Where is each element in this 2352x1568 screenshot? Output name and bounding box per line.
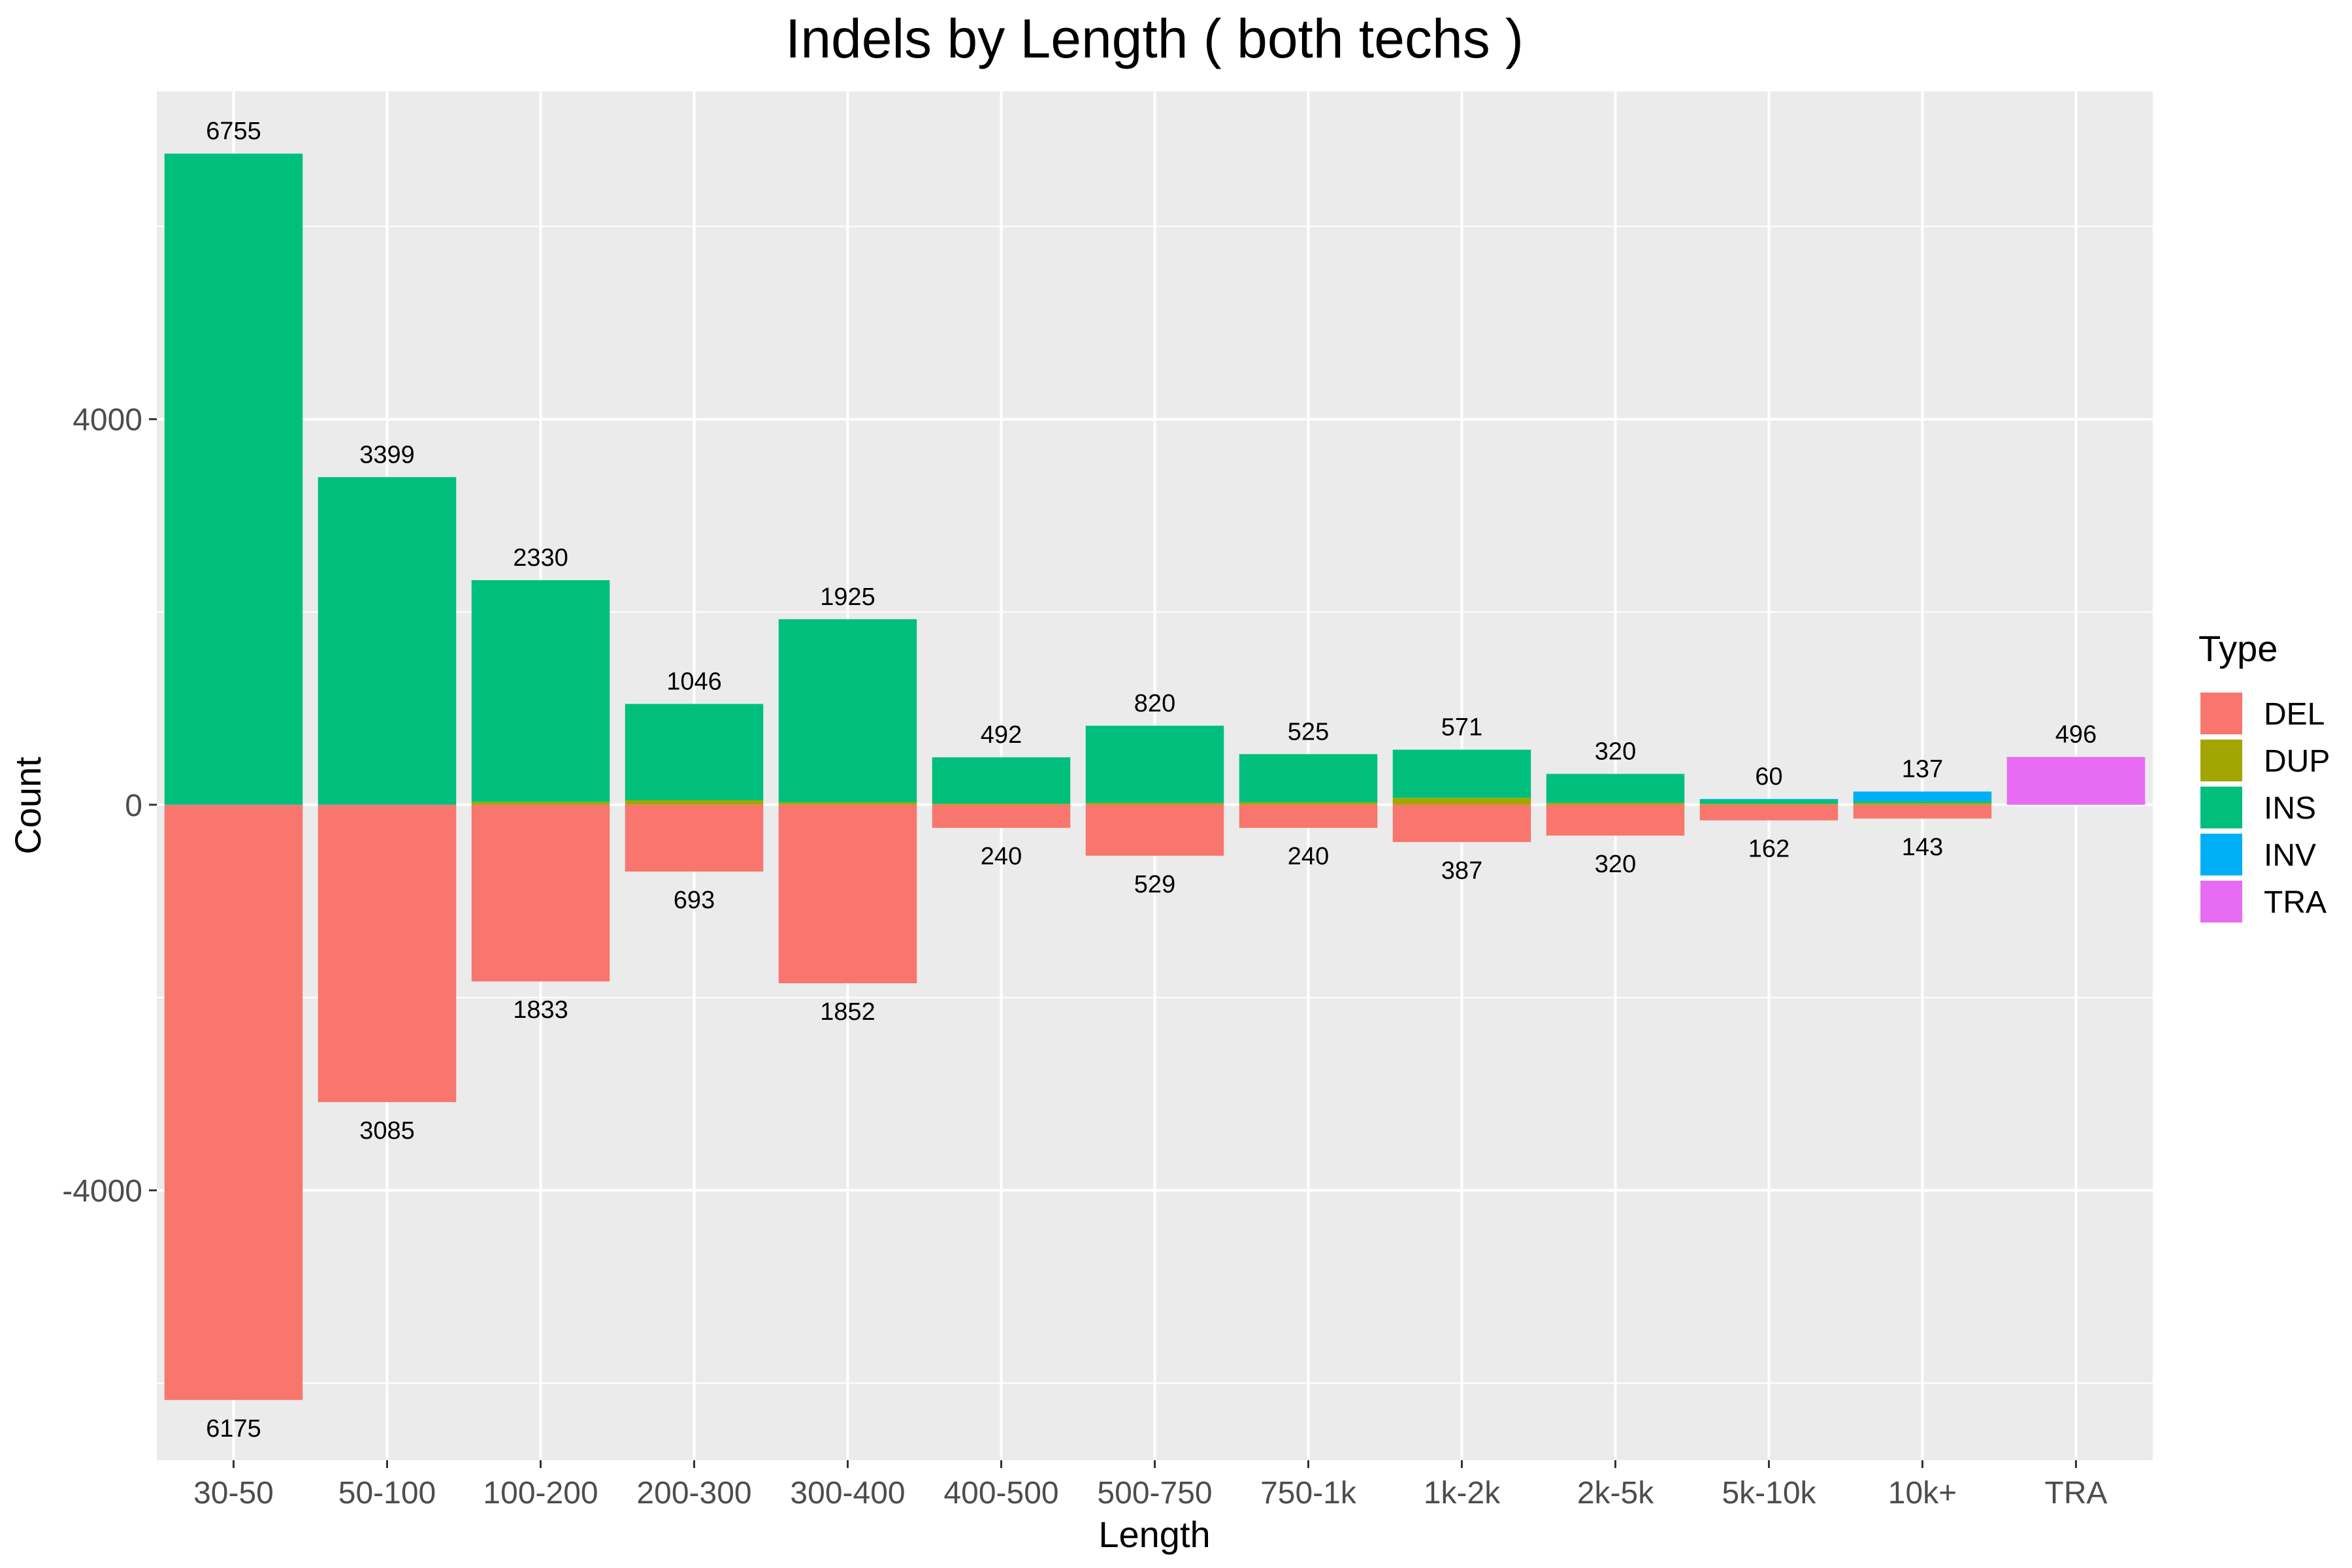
bar-del	[625, 804, 764, 872]
legend-key-inv	[2200, 834, 2242, 875]
bar-dup	[778, 802, 917, 805]
legend-key-dup	[2200, 740, 2242, 781]
bar-ins	[471, 580, 610, 802]
x-axis: 30-50 50-100 100-200 200-300 300-400 400-500 5…	[193, 1460, 2108, 1511]
x-tick-label: 750-1k	[1260, 1476, 1357, 1511]
value-label-negative: 320	[1595, 851, 1636, 878]
legend-label: INS	[2264, 791, 2316, 826]
bar-del	[778, 804, 917, 983]
legend-label: TRA	[2264, 885, 2327, 920]
value-label-negative: 6175	[206, 1415, 261, 1443]
x-tick-label: 5k-10k	[1722, 1476, 1816, 1511]
value-label-negative: 3085	[359, 1117, 415, 1145]
bar-ins	[778, 619, 917, 803]
bar-del	[471, 804, 610, 982]
value-label-positive: 2330	[513, 544, 568, 572]
legend-label: DEL	[2264, 697, 2325, 732]
x-tick-label: 50-100	[338, 1476, 436, 1511]
value-label-negative: 529	[1134, 871, 1175, 898]
bar-ins	[164, 154, 303, 805]
bar-dup	[471, 802, 610, 805]
bar-del	[1853, 804, 1992, 819]
bar-dup	[932, 803, 1071, 805]
y-tick-label: 4000	[73, 403, 142, 438]
bar-del	[164, 804, 303, 1400]
y-axis-title: Count	[7, 757, 48, 855]
value-label-positive: 1925	[820, 583, 875, 611]
bar-dup	[1239, 802, 1378, 805]
value-label-positive: 320	[1595, 738, 1636, 766]
x-tick-label: 1k-2k	[1424, 1476, 1501, 1511]
value-label-negative: 240	[1288, 843, 1329, 870]
value-label-positive: 3399	[359, 441, 415, 468]
x-tick-label: 100-200	[483, 1476, 598, 1511]
value-label-positive: 496	[2055, 721, 2097, 749]
legend-label: DUP	[2264, 744, 2330, 779]
value-label-negative: 1833	[513, 996, 568, 1024]
legend-title: Type	[2198, 628, 2278, 669]
bar-dup	[1853, 803, 1992, 805]
bar-del	[1392, 804, 1531, 842]
x-tick-label: 500-750	[1097, 1476, 1212, 1511]
value-label-positive: 492	[981, 721, 1022, 749]
y-tick-label: 0	[125, 789, 142, 823]
bar-del	[1699, 804, 1838, 821]
value-label-positive: 137	[1902, 756, 1943, 783]
value-label-positive: 1046	[666, 668, 722, 695]
bar-ins	[1853, 801, 1992, 804]
bar-ins	[1699, 800, 1838, 804]
bar-del	[1546, 804, 1685, 836]
value-label-positive: 820	[1134, 690, 1175, 717]
legend-key-ins	[2200, 787, 2242, 828]
bar-dup	[1392, 798, 1531, 805]
chart-title: Indels by Length ( both techs )	[785, 8, 1524, 69]
x-tick-label: TRA	[2045, 1476, 2108, 1511]
bar-ins	[1239, 754, 1378, 803]
value-labels: 6755 6175 3399 3085 2330 1833 1046 693 1925 1852 4…	[206, 118, 2097, 1443]
bars	[164, 154, 2146, 1400]
x-tick-label: 200-300	[636, 1476, 751, 1511]
bar-del	[318, 804, 457, 1102]
bar-del	[1085, 804, 1224, 856]
value-label-negative: 162	[1748, 836, 1789, 863]
bar-inv	[1699, 798, 1838, 800]
value-label-positive: 571	[1441, 714, 1482, 742]
bar-dup	[1546, 802, 1685, 805]
bar-del	[1239, 804, 1378, 828]
bar-ins	[1085, 725, 1224, 803]
value-label-negative: 387	[1441, 857, 1482, 885]
value-label-negative: 240	[981, 843, 1022, 870]
bar-ins	[1392, 749, 1531, 798]
x-axis-title: Length	[1098, 1514, 1210, 1555]
bar-dup	[625, 800, 764, 805]
value-label-negative: 693	[674, 887, 715, 914]
legend-label: INV	[2264, 838, 2316, 873]
bar-ins	[625, 704, 764, 800]
x-tick-label: 2k-5k	[1577, 1476, 1654, 1511]
bar-ins	[932, 757, 1071, 804]
y-axis: -4000 0 4000	[62, 403, 157, 1209]
legend-key-tra	[2200, 881, 2242, 923]
legend-key-del	[2200, 693, 2242, 734]
bar-dup	[1085, 802, 1224, 805]
bar-del	[932, 804, 1071, 828]
value-label-positive: 6755	[206, 118, 261, 145]
legend: Type DEL DUP INS INV TRA	[2198, 628, 2330, 923]
x-tick-label: 400-500	[943, 1476, 1058, 1511]
bar-ins	[1546, 774, 1685, 803]
y-tick-label: -4000	[62, 1174, 142, 1209]
bar-tra	[2006, 757, 2146, 805]
value-label-positive: 60	[1755, 763, 1782, 791]
value-label-negative: 143	[1902, 834, 1943, 861]
value-label-negative: 1852	[820, 998, 875, 1026]
x-tick-label: 300-400	[790, 1476, 905, 1511]
bar-inv	[1853, 791, 1992, 802]
x-tick-label: 10k+	[1888, 1476, 1957, 1511]
value-label-positive: 525	[1288, 718, 1329, 745]
bar-ins	[318, 477, 457, 805]
x-tick-label: 30-50	[193, 1476, 274, 1511]
